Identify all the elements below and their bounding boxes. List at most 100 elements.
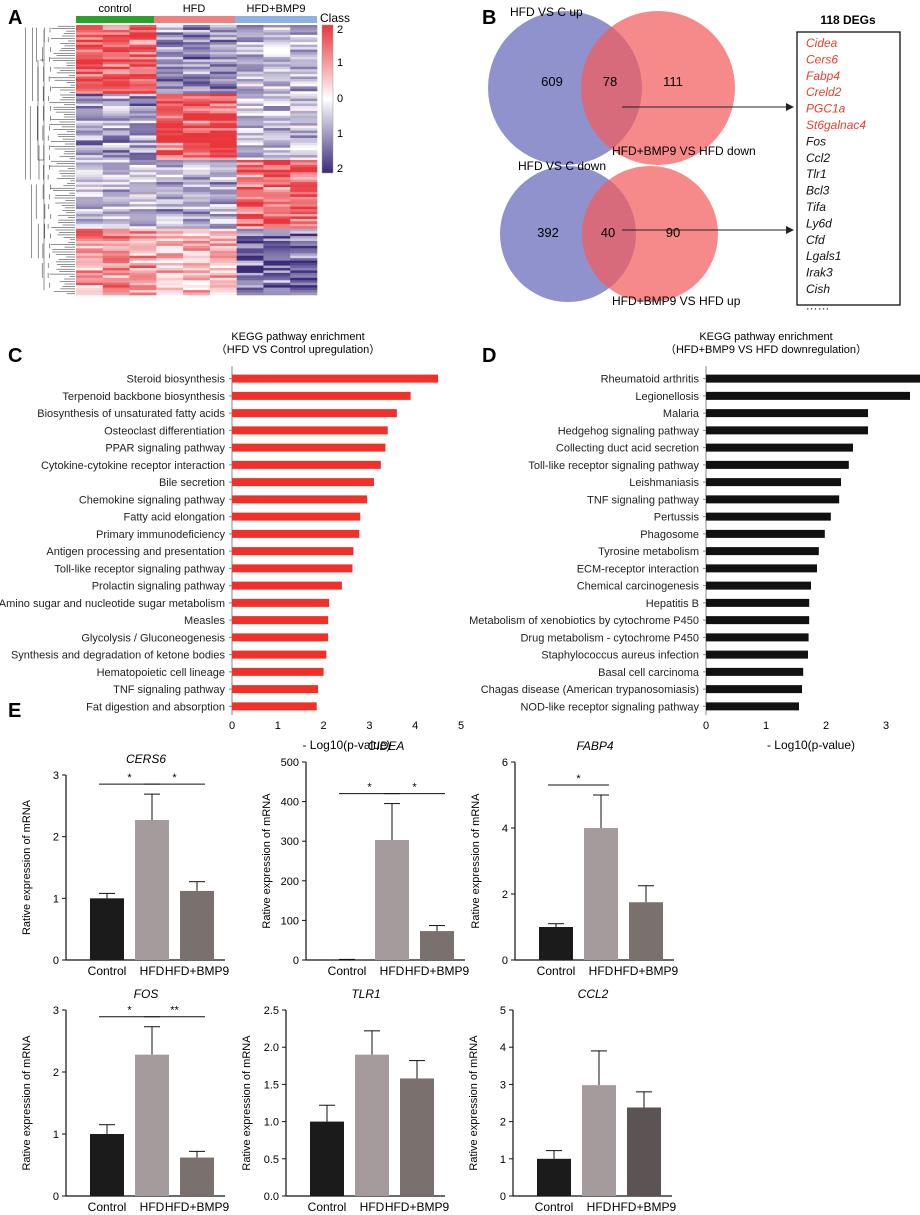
heatmap-cell (156, 42, 184, 45)
heatmap-cell (76, 79, 104, 82)
qpcr-bar-charts: CERS6 0 1 2 3 Rative expression of mRNA Contro… (21, 739, 678, 1214)
heatmap-cell (129, 164, 157, 168)
heatmap-cell (102, 201, 130, 205)
heatmap-cell (290, 204, 318, 207)
venn-bottom-left-count: 392 (537, 225, 559, 240)
x-tick-label: 4 (412, 720, 418, 732)
heatmap-cell (263, 34, 291, 38)
heatmap-cell (290, 76, 318, 80)
heatmap-cell (209, 187, 237, 190)
heatmap-cell (263, 241, 291, 244)
bar (232, 409, 397, 418)
heatmap-cell (102, 167, 130, 171)
heatmap-cell (263, 238, 291, 242)
heatmap-cell (76, 37, 104, 41)
deg-box-title: 118 DEGs (820, 13, 876, 27)
bar (180, 890, 214, 960)
bar (232, 495, 368, 504)
heatmap-cell (209, 209, 237, 212)
heatmap-cell (102, 226, 130, 230)
heatmap-cell (129, 211, 157, 215)
heatmap-cell (183, 59, 211, 63)
heatmap-cell (76, 191, 104, 195)
heatmap-cell (129, 243, 157, 247)
heatmap-cell (102, 174, 130, 178)
heatmap-cell (76, 179, 104, 183)
heatmap-cell (209, 27, 237, 31)
y-tick-label: 200 (281, 876, 299, 888)
heatmap-cell (183, 236, 211, 239)
heatmap-cell (183, 135, 211, 139)
heatmap-cell (209, 255, 237, 259)
significance-marker: * (367, 782, 372, 794)
row-dendrogram (25, 25, 75, 295)
bar (706, 616, 810, 625)
heatmap-cell (76, 216, 104, 220)
heatmap-cell (236, 106, 264, 109)
heatmap-cell (183, 174, 211, 178)
heatmap-cell (183, 255, 211, 259)
heatmap-cell (290, 258, 318, 261)
heatmap-cell (129, 260, 157, 264)
heatmap-cell (156, 140, 184, 144)
heatmap-cell (236, 211, 264, 215)
heatmap-cell (263, 169, 291, 173)
heatmap-cell (209, 258, 237, 261)
heatmap-cell (290, 287, 318, 291)
heatmap-cell (290, 49, 318, 53)
heatmap-cell (209, 118, 237, 122)
heatmap-cell (183, 49, 211, 53)
heatmap-cell (263, 155, 291, 158)
bar (582, 1085, 616, 1196)
heatmap-cell (156, 233, 184, 237)
heatmap-cell (129, 250, 157, 254)
heatmap-cell (236, 113, 264, 117)
heatmap-cell (290, 196, 318, 200)
heatmap-cell (102, 145, 130, 149)
heatmap-cell (129, 157, 157, 161)
heatmap-cell (183, 44, 211, 48)
heatmap-cell (76, 108, 104, 112)
bar (330, 959, 364, 961)
heatmap-cell (263, 199, 291, 203)
heatmap-cell (156, 248, 184, 252)
heatmap-cell (263, 133, 291, 136)
heatmap-cell (76, 277, 104, 281)
heatmap-cell (183, 243, 211, 247)
heatmap-cell (236, 236, 264, 239)
heatmap-cell (236, 164, 264, 168)
heatmap-cell (129, 49, 157, 53)
heatmap-cell (263, 194, 291, 198)
x-tick-label: 0 (229, 720, 235, 732)
heatmap-cell (209, 120, 237, 124)
category-label: TNF signaling pathway (587, 494, 699, 506)
heatmap-cell (102, 88, 130, 92)
heatmap-cell (76, 241, 104, 244)
heatmap-cell (76, 44, 104, 48)
deg-gene: …… (806, 298, 830, 312)
heatmap-cell (183, 282, 211, 286)
heatmap-cell (236, 64, 264, 68)
heatmap-cell (209, 174, 237, 178)
heatmap-cell (263, 211, 291, 215)
heatmap-cell (263, 56, 291, 60)
heatmap-cell (76, 272, 104, 276)
category-label: Control (535, 1200, 574, 1214)
heatmap-cell (236, 277, 264, 281)
heatmap-cell (209, 29, 237, 33)
heatmap-cell (263, 270, 291, 274)
heatmap-cell (263, 118, 291, 122)
heatmap-cell (290, 32, 318, 36)
heatmap-cell (183, 241, 211, 244)
heatmap-cell (102, 250, 130, 254)
heatmap-cell (129, 194, 157, 198)
heatmap-cell (156, 133, 184, 136)
heatmap-cell (102, 260, 130, 264)
heatmap-cell (156, 110, 184, 114)
heatmap-cell (156, 223, 184, 227)
heatmap-cell (129, 187, 157, 190)
heatmap-cell (129, 177, 157, 180)
heatmap-cell (290, 44, 318, 48)
bar (706, 460, 849, 469)
heatmap-cell (183, 228, 211, 232)
